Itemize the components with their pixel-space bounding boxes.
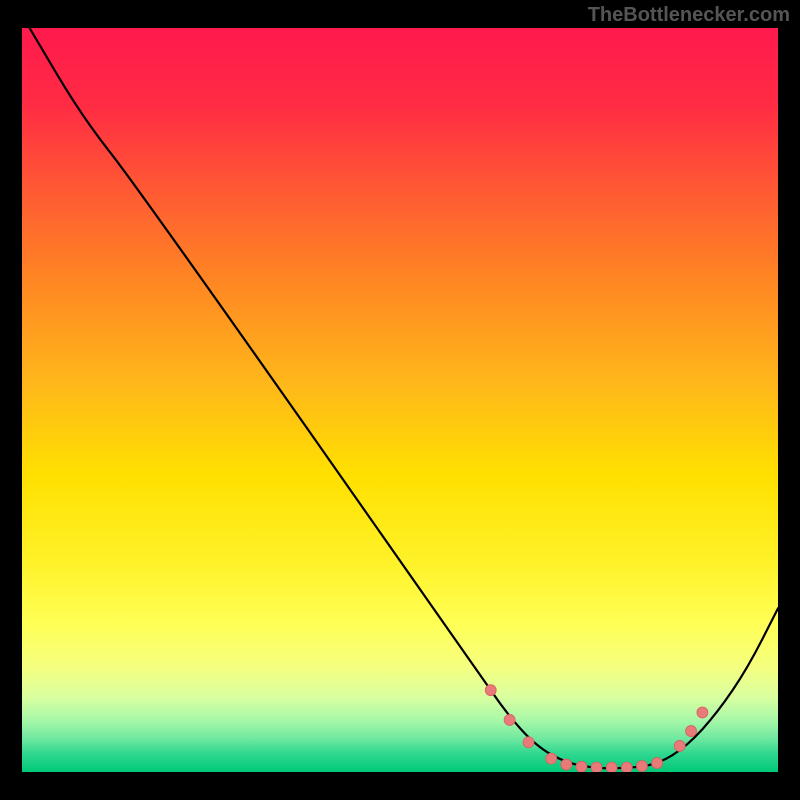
data-marker: [523, 737, 534, 748]
data-marker: [485, 685, 496, 696]
data-marker: [576, 761, 587, 772]
data-marker: [504, 714, 515, 725]
data-marker: [561, 759, 572, 770]
data-marker: [546, 753, 557, 764]
watermark-text: TheBottlenecker.com: [588, 4, 790, 27]
data-marker: [606, 762, 617, 772]
data-marker: [674, 740, 685, 751]
data-marker: [686, 726, 697, 737]
data-marker: [652, 758, 663, 769]
data-marker: [591, 762, 602, 772]
chart-container: TheBottlenecker.com: [0, 0, 800, 800]
data-marker: [697, 707, 708, 718]
gradient-background: [22, 28, 778, 772]
plot-area: [22, 28, 778, 772]
data-marker: [636, 761, 647, 772]
chart-svg: [22, 28, 778, 772]
data-marker: [621, 762, 632, 772]
